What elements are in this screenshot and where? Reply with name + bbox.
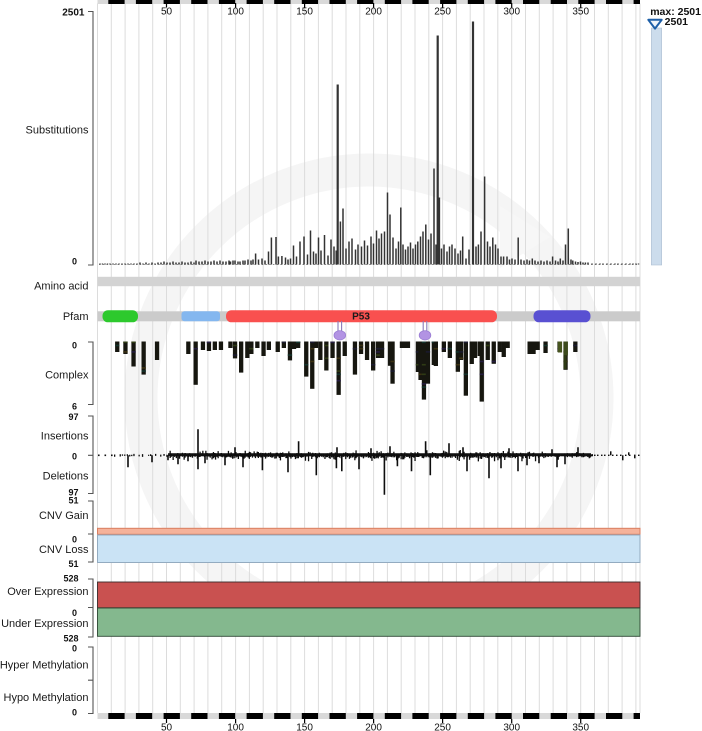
svg-text:Hyper Methylation: Hyper Methylation [0,659,89,671]
svg-text:Complex: Complex [45,370,89,382]
svg-text:max: 2501: max: 2501 [650,6,701,18]
svg-text:CNV Gain: CNV Gain [39,510,89,522]
svg-text:51: 51 [68,559,78,569]
svg-text:P53: P53 [352,312,370,323]
svg-text:Pfam: Pfam [63,311,89,323]
svg-text:200: 200 [365,6,382,17]
svg-text:300: 300 [503,6,520,17]
svg-text:100: 100 [227,6,244,17]
svg-text:Amino acid: Amino acid [34,281,88,293]
svg-text:350: 350 [572,723,589,731]
svg-text:Over Expression: Over Expression [7,586,88,598]
svg-text:97: 97 [68,487,78,497]
svg-text:0: 0 [72,643,77,653]
svg-text:50: 50 [161,6,173,17]
svg-text:100: 100 [227,723,244,731]
svg-text:300: 300 [503,723,520,731]
svg-text:0: 0 [72,608,77,618]
svg-text:Deletions: Deletions [43,471,89,483]
svg-text:250: 250 [434,6,451,17]
svg-text:528: 528 [63,574,78,584]
svg-text:350: 350 [572,6,589,17]
svg-text:CNV Loss: CNV Loss [39,544,89,556]
svg-text:528: 528 [63,634,78,644]
svg-text:150: 150 [296,6,313,17]
svg-text:0: 0 [72,341,77,351]
svg-text:2501: 2501 [62,8,85,19]
svg-text:Hypo Methylation: Hypo Methylation [4,692,89,704]
svg-text:250: 250 [434,723,451,731]
svg-text:Substitutions: Substitutions [26,124,89,136]
svg-text:0: 0 [72,535,77,545]
svg-text:6: 6 [72,401,77,411]
svg-text:51: 51 [68,496,78,506]
svg-text:0: 0 [72,707,77,717]
svg-text:150: 150 [296,723,313,731]
svg-text:97: 97 [68,412,78,422]
svg-text:Under Expression: Under Expression [1,618,88,630]
svg-text:2501: 2501 [665,16,689,28]
svg-text:200: 200 [365,723,382,731]
svg-text:0: 0 [72,256,77,266]
svg-text:0: 0 [72,452,77,462]
svg-text:Insertions: Insertions [41,431,89,443]
svg-text:50: 50 [161,723,173,731]
